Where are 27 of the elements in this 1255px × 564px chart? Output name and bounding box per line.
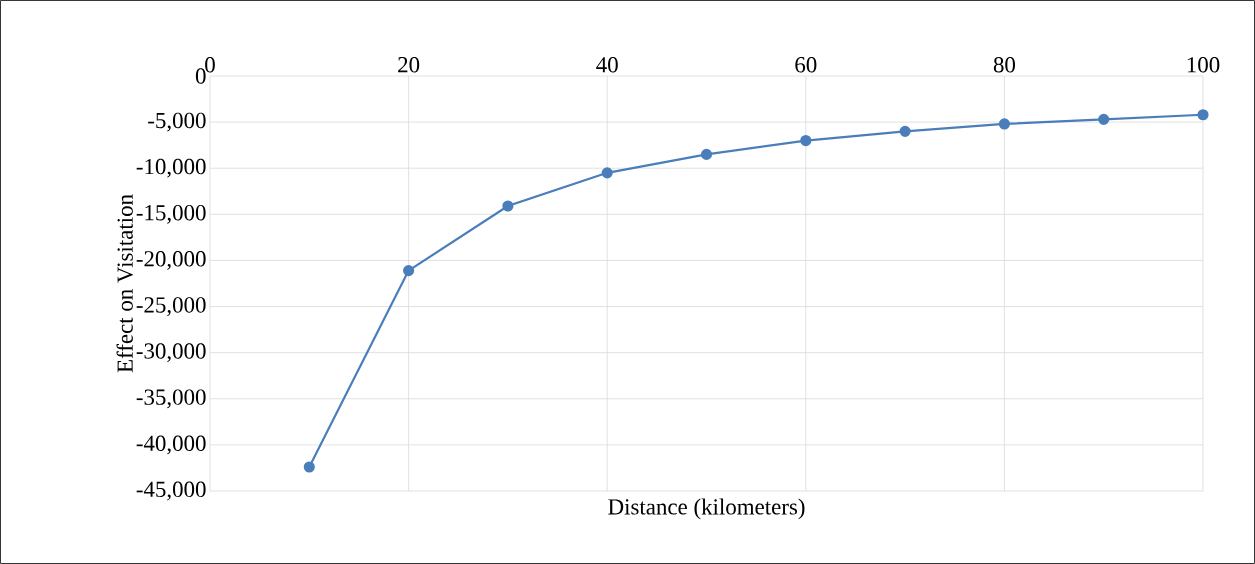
x-tick-label: 80 [993, 57, 1015, 73]
x-tick-label: 40 [596, 57, 618, 73]
y-tick-label: 0 [195, 68, 206, 84]
point [800, 134, 812, 147]
point [899, 125, 911, 137]
y-tick-label: -40,000 [136, 435, 206, 455]
y-tick-label: -5,000 [148, 112, 206, 132]
x-tick-label: 20 [398, 57, 420, 73]
x-tick-label: 100 [1187, 57, 1220, 73]
y-tick-label: -45,000 [136, 481, 206, 501]
y-tick-label: -25,000 [136, 297, 206, 316]
y-tick-label: -15,000 [136, 204, 206, 224]
point [601, 167, 613, 179]
y-tick-label: -10,000 [136, 158, 206, 178]
point [502, 200, 514, 212]
point [1098, 113, 1110, 125]
point [1197, 109, 1209, 121]
x-tick-label: 60 [795, 57, 817, 73]
point [403, 265, 415, 277]
point [998, 118, 1010, 130]
y-tick-label: -20,000 [136, 251, 206, 270]
y-tick-label: -30,000 [136, 343, 206, 363]
x-axis-title: Distance (kilometers) [608, 498, 805, 520]
point [303, 461, 315, 473]
point [700, 148, 713, 160]
y-axis-title: Effect on Visitation [116, 194, 133, 373]
y-tick-label: -35,000 [136, 389, 206, 409]
